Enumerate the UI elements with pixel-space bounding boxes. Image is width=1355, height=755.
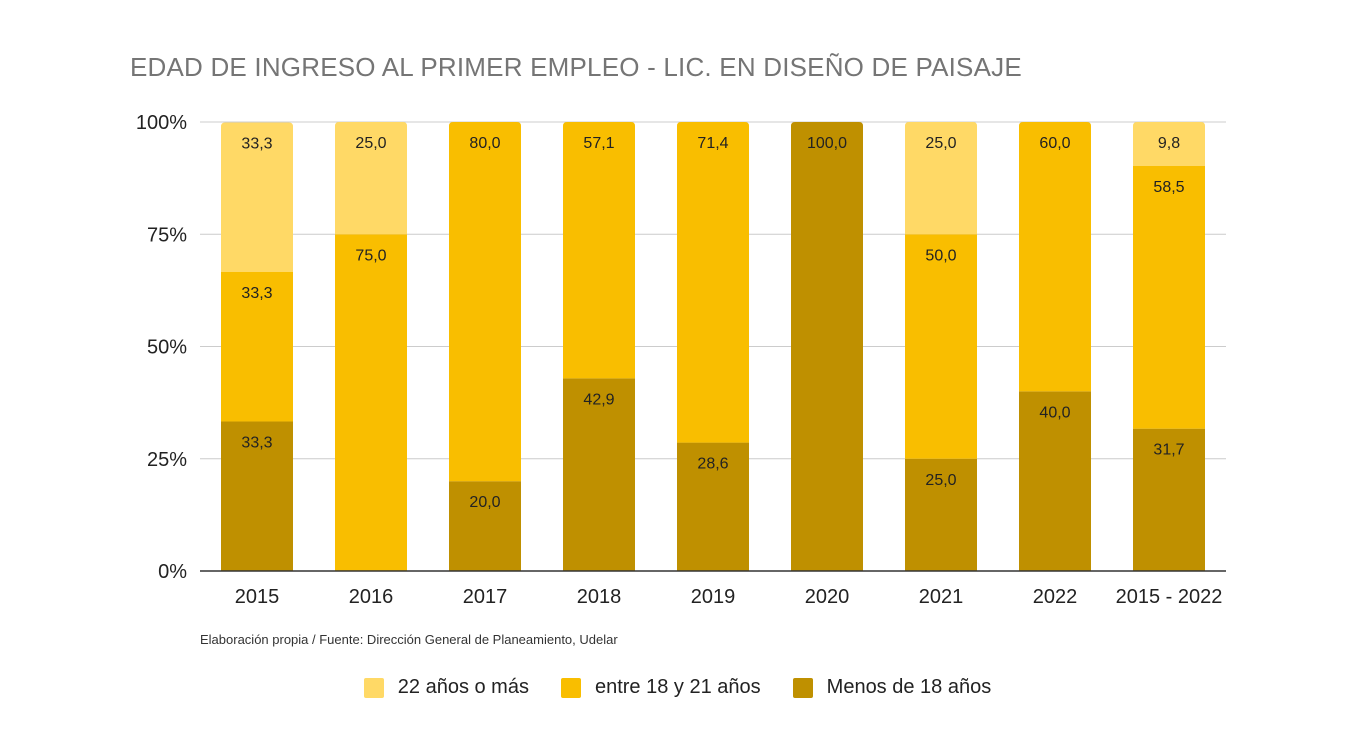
data-label: 33,3 [241,285,272,302]
legend-swatch [560,677,581,698]
bar-segment [221,421,293,571]
legend-label: Menos de 18 años [826,676,992,698]
y-tick-label: 75% [147,224,187,246]
legend-label: 22 años o más [397,676,529,698]
data-label: 25,0 [925,135,956,152]
x-tick-label: 2016 [349,586,394,608]
legend-swatch [363,677,384,698]
bar-segment [335,234,407,571]
x-tick-label: 2018 [577,586,622,608]
bar-segment [449,481,521,571]
bar-segment [221,122,293,272]
data-label: 57,1 [583,135,614,152]
x-tick-label: 2015 - 2022 [1116,586,1223,608]
bar-segment [1019,391,1091,571]
data-label: 25,0 [925,472,956,489]
bar-segment [1019,122,1091,392]
bar-segment [791,122,863,571]
data-label: 33,3 [241,434,272,451]
legend-label: entre 18 y 21 años [594,676,761,698]
x-tick-label: 2015 [235,586,280,608]
bar-segment [905,458,977,571]
legend-item: Menos de 18 años [792,676,992,699]
stacked-bar-chart: 0% 25% 50% 75% 100% 33,3 33,3 33,3 2015 75,0 25,0 2… [136,112,1226,608]
data-label: 100,0 [807,135,847,152]
bar-segment [563,122,635,379]
bar-segment [905,122,977,235]
data-label: 33,3 [241,135,272,152]
bar-segment [905,234,977,459]
data-label: 25,0 [355,135,386,152]
data-label: 71,4 [697,135,728,152]
data-label: 60,0 [1039,135,1070,152]
bar-segment [1133,428,1205,571]
bar-segment [563,378,635,571]
data-label: 9,8 [1158,135,1180,152]
x-tick-label: 2019 [691,586,736,608]
bar-segment [677,122,749,443]
data-label: 58,5 [1153,179,1184,196]
data-label: 50,0 [925,247,956,264]
bar-segment [677,442,749,571]
data-label: 80,0 [469,135,500,152]
x-tick-label: 2017 [463,586,508,608]
bar-segment [335,122,407,235]
y-tick-label: 25% [147,449,187,471]
x-tick-label: 2021 [919,586,964,608]
legend-item: 22 años o más [363,676,529,699]
legend: 22 años o más entre 18 y 21 años Menos de … [0,676,1355,699]
bar-segment [1133,166,1205,429]
x-tick-label: 2022 [1033,586,1078,608]
x-tick-label: 2020 [805,586,850,608]
data-label: 31,7 [1153,442,1184,459]
data-label: 42,9 [583,391,614,408]
y-tick-label: 0% [158,561,187,583]
legend-item: entre 18 y 21 años [560,676,761,699]
source-note: Elaboración propia / Fuente: Dirección G… [200,632,618,647]
data-label: 28,6 [697,456,728,473]
data-label: 40,0 [1039,404,1070,421]
bar-segment [1133,122,1205,167]
chart-title: EDAD DE INGRESO AL PRIMER EMPLEO - LIC. … [130,52,1022,82]
data-label: 75,0 [355,247,386,264]
bar-segment [449,122,521,482]
y-tick-label: 100% [136,112,187,134]
data-label: 20,0 [469,494,500,511]
y-tick-label: 50% [147,337,187,359]
legend-swatch [792,677,813,698]
bar-segment [221,271,293,422]
